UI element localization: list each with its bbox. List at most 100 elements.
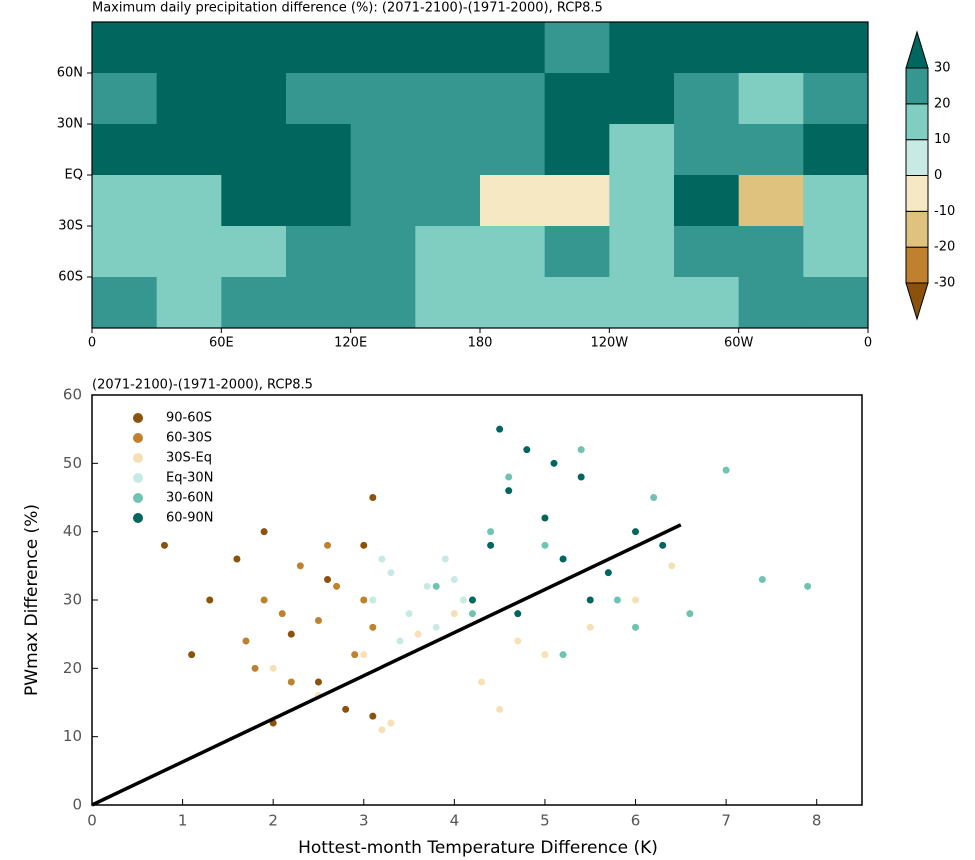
y-tick-label: 60S (58, 270, 83, 285)
y-tick-label: 0 (72, 796, 82, 814)
map-cell (156, 175, 222, 227)
map-cell (674, 22, 740, 74)
scatter-point (514, 637, 522, 645)
scatter-point (459, 596, 467, 604)
scatter-point (387, 719, 395, 727)
y-tick-label: 60N (57, 66, 83, 81)
map-cell (221, 226, 287, 278)
map-cell (415, 226, 481, 278)
x-tick-label: 60E (209, 336, 234, 351)
map-cell (480, 226, 546, 278)
colorbar-label: 10 (934, 132, 951, 147)
legend-marker (133, 513, 143, 523)
colorbar-label: 20 (934, 96, 951, 111)
map-cell (674, 124, 740, 176)
y-tick-label: 20 (63, 659, 82, 677)
y-tick-label: 30S (58, 219, 83, 234)
x-tick-label: 120E (334, 336, 367, 351)
map-cell (415, 124, 481, 176)
map-cell (803, 73, 869, 125)
map-cell (92, 226, 158, 278)
scatter-point (360, 651, 368, 659)
colorbar-segment (905, 67, 929, 105)
y-tick-label: 10 (63, 727, 82, 745)
scatter-point (559, 555, 567, 563)
scatter-point (414, 630, 422, 638)
x-tick-label: 0 (88, 336, 96, 351)
scatter-point (604, 569, 612, 577)
map-cell (350, 226, 416, 278)
scatter-point (432, 623, 440, 631)
scatter-point (423, 582, 431, 590)
map-cell (609, 175, 675, 227)
scatter-point (324, 576, 332, 583)
map-cell (803, 22, 869, 74)
scatter-point (441, 555, 449, 563)
scatter-point (378, 555, 386, 563)
scatter-point (405, 610, 413, 618)
scatter-point (206, 596, 214, 604)
map-cell (92, 22, 158, 74)
map-cell (674, 277, 740, 329)
legend-label: 30S-Eq (166, 451, 212, 466)
map-cell (609, 226, 675, 278)
scatter-point (586, 596, 594, 604)
legend-marker (133, 413, 143, 423)
scatter-point (160, 541, 168, 549)
x-tick-label: 0 (87, 812, 97, 830)
map-cell (803, 226, 869, 278)
scatter-point (632, 528, 640, 536)
map-cell (221, 22, 287, 74)
scatter-point (478, 678, 486, 686)
scatter-point (659, 541, 667, 549)
map-cell (674, 73, 740, 125)
legend-marker (133, 493, 143, 503)
map-cell (674, 175, 740, 227)
scatter-point (523, 446, 531, 454)
map-cell (350, 277, 416, 329)
scatter-point (541, 514, 549, 522)
scatter-point (333, 582, 341, 590)
x-tick-label: 4 (450, 812, 460, 830)
map-cell (415, 175, 481, 227)
map-cell (156, 277, 222, 329)
y-tick-label: 40 (63, 522, 82, 540)
colorbar-end (905, 282, 929, 321)
scatter-point (360, 541, 368, 549)
scatter-point (324, 541, 332, 549)
colorbar-label: 0 (934, 168, 942, 183)
scatter-point (577, 473, 585, 481)
map-cell (350, 124, 416, 176)
scatter-point (269, 664, 277, 672)
scatter-point (487, 541, 495, 549)
map-cell (92, 124, 158, 176)
map-cell (803, 175, 869, 227)
map-cell (480, 175, 546, 227)
y-tick-label: 30N (57, 117, 83, 132)
scatter-point (613, 596, 621, 604)
map-cell (480, 73, 546, 125)
scatter-point (314, 617, 322, 624)
scatter-point (342, 705, 350, 713)
map-cell (156, 22, 222, 74)
colorbar-segment (905, 175, 929, 212)
map-cell (803, 124, 869, 176)
colorbar-segment (905, 103, 929, 141)
scatter-point (496, 425, 504, 433)
map-cell (92, 73, 158, 125)
legend-label: 30-60N (166, 491, 214, 506)
scatter-point (360, 596, 368, 604)
colorbar-label: -10 (934, 204, 955, 219)
x-tick-label: 8 (812, 812, 822, 830)
map-cell (286, 226, 352, 278)
scatter-point (296, 562, 304, 570)
scatter-point (505, 487, 513, 495)
map-cell (415, 277, 481, 329)
scatter-point (686, 610, 694, 618)
fit-line (91, 523, 682, 807)
map-cell (544, 175, 610, 227)
map-cell (544, 277, 610, 329)
scatter-point (804, 582, 812, 590)
colorbar-end (905, 30, 929, 69)
map-cell (738, 175, 804, 227)
